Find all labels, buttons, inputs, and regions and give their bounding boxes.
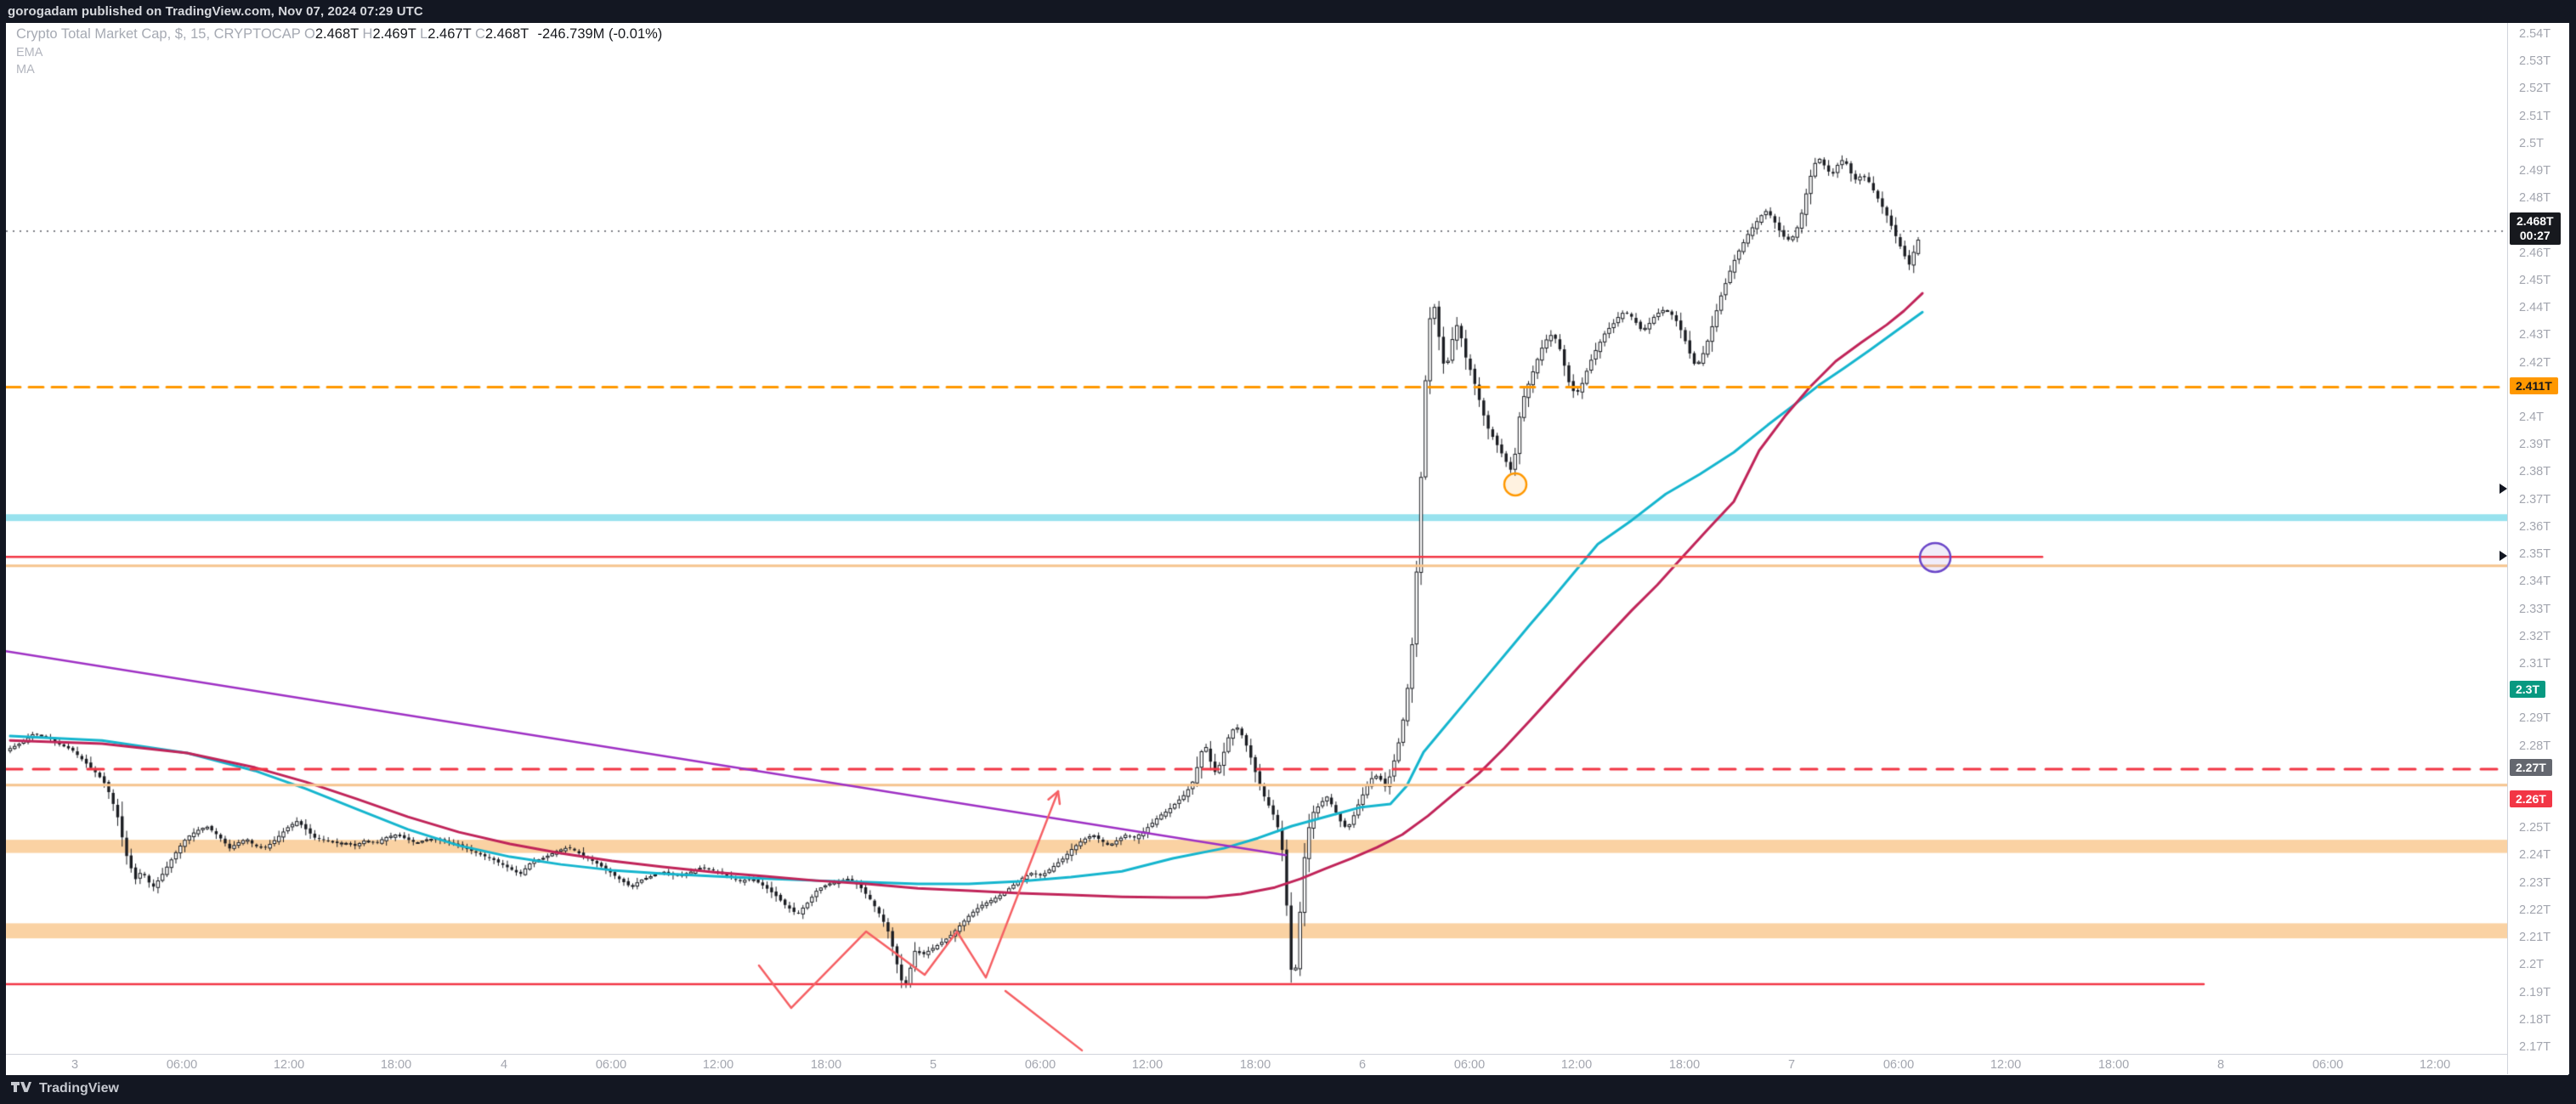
price-tick: 2.45T bbox=[2519, 273, 2551, 287]
price-tick: 2.25T bbox=[2519, 821, 2551, 835]
time-tick: 6 bbox=[1358, 1058, 1367, 1072]
price-tick: 2.23T bbox=[2519, 875, 2551, 890]
price-tick: 2.29T bbox=[2519, 711, 2551, 726]
price-tick: 2.49T bbox=[2519, 164, 2551, 178]
price-marker-arrow-icon bbox=[2500, 483, 2507, 494]
change-value: -246.739M (-0.01%) bbox=[537, 26, 663, 42]
price-tick: 2.39T bbox=[2519, 438, 2551, 452]
indicator-ema-label[interactable]: EMA bbox=[16, 46, 43, 59]
red-price-label: 2.26T bbox=[2510, 790, 2552, 808]
price-tick: 2.34T bbox=[2519, 575, 2551, 589]
time-tick: 12:00 bbox=[273, 1058, 305, 1072]
time-tick: 06:00 bbox=[1453, 1058, 1486, 1072]
current-price-label: 2.468T 00:27 bbox=[2510, 212, 2561, 245]
price-tick: 2.38T bbox=[2519, 465, 2551, 479]
ohlc-key: H bbox=[358, 26, 373, 42]
price-tick: 2.18T bbox=[2519, 1012, 2551, 1027]
time-axis[interactable]: 3 06:00 12:00 18:00 4 06:00 12:00 18:00 5 06:00 12… bbox=[6, 1054, 2568, 1075]
price-tick: 2.33T bbox=[2519, 602, 2551, 616]
price-tick: 2.19T bbox=[2519, 985, 2551, 999]
time-tick: 18:00 bbox=[1668, 1058, 1701, 1072]
ohlc-values: O2.468T H2.469T L2.467T C2.468T bbox=[304, 26, 529, 42]
chart-legend: Crypto Total Market Cap, $, 15, CRYPTOCA… bbox=[16, 26, 662, 76]
time-tick: 18:00 bbox=[2098, 1058, 2130, 1072]
price-tick: 2.51T bbox=[2519, 109, 2551, 123]
price-tick: 2.43T bbox=[2519, 328, 2551, 343]
time-tick: 12:00 bbox=[1131, 1058, 1163, 1072]
ohlc-value: 2.468T bbox=[484, 26, 529, 42]
time-tick: 06:00 bbox=[1024, 1058, 1056, 1072]
price-tick: 2.22T bbox=[2519, 903, 2551, 917]
ohlc-value: 2.469T bbox=[372, 26, 416, 42]
price-tick: 2.35T bbox=[2519, 547, 2551, 562]
tradingview-logo-icon bbox=[11, 1081, 31, 1092]
price-tick: 2.52T bbox=[2519, 82, 2551, 96]
publish-info-bar: gorogadam published on TradingView.com, … bbox=[0, 0, 2576, 23]
time-tick: 4 bbox=[500, 1058, 508, 1072]
price-tick: 2.46T bbox=[2519, 246, 2551, 260]
indicator-ma-label[interactable]: MA bbox=[16, 63, 35, 76]
price-tick: 2.4T bbox=[2519, 410, 2545, 425]
left-frame-strip bbox=[0, 0, 6, 1104]
publish-info-text: gorogadam published on TradingView.com, … bbox=[8, 4, 423, 19]
time-tick: 18:00 bbox=[380, 1058, 412, 1072]
time-tick: 12:00 bbox=[1990, 1058, 2022, 1072]
ohlc-value: 2.467T bbox=[427, 26, 472, 42]
price-tick: 2.28T bbox=[2519, 739, 2551, 753]
time-tick: 8 bbox=[2216, 1058, 2225, 1072]
ohlc-value: 2.468T bbox=[314, 26, 359, 42]
price-tick: 2.54T bbox=[2519, 27, 2551, 41]
time-tick: 06:00 bbox=[1882, 1058, 1915, 1072]
price-tick: 2.36T bbox=[2519, 519, 2551, 534]
time-tick: 06:00 bbox=[2312, 1058, 2344, 1072]
price-tick: 2.42T bbox=[2519, 355, 2551, 370]
time-tick: 12:00 bbox=[702, 1058, 734, 1072]
price-tick: 2.44T bbox=[2519, 301, 2551, 315]
price-tick: 2.5T bbox=[2519, 136, 2545, 150]
time-tick: 3 bbox=[71, 1058, 79, 1072]
price-tick: 2.24T bbox=[2519, 848, 2551, 863]
symbol-title: Crypto Total Market Cap, $, 15, CRYPTOCA… bbox=[16, 26, 301, 42]
right-frame-strip bbox=[2568, 0, 2576, 1104]
ohlc-key: L bbox=[416, 26, 428, 42]
time-tick: 06:00 bbox=[595, 1058, 627, 1072]
time-tick: 5 bbox=[929, 1058, 937, 1072]
price-tick: 2.17T bbox=[2519, 1040, 2551, 1054]
price-tick: 2.32T bbox=[2519, 629, 2551, 643]
price-marker-arrow-icon bbox=[2500, 551, 2507, 562]
time-tick: 06:00 bbox=[166, 1058, 198, 1072]
price-tick: 2.31T bbox=[2519, 656, 2551, 671]
price-tick: 2.21T bbox=[2519, 931, 2551, 945]
tradingview-logo[interactable]: TradingView bbox=[11, 1081, 119, 1096]
time-tick: 12:00 bbox=[1560, 1058, 1593, 1072]
time-tick: 7 bbox=[1787, 1058, 1796, 1072]
tradingview-logo-text: TradingView bbox=[39, 1081, 119, 1096]
orange-line-price-label: 2.411T bbox=[2510, 376, 2558, 394]
price-tick: 2.48T bbox=[2519, 191, 2551, 206]
price-chart-canvas[interactable] bbox=[6, 23, 2507, 1054]
ohlc-key: C bbox=[471, 26, 485, 42]
price-axis[interactable]: 2.54T 2.53T 2.52T 2.51T 2.5T 2.49T 2.48T 2.46T 2… bbox=[2507, 23, 2569, 1074]
time-tick: 12:00 bbox=[2419, 1058, 2451, 1072]
price-tick: 2.53T bbox=[2519, 54, 2551, 69]
legend-symbol-row[interactable]: Crypto Total Market Cap, $, 15, CRYPTOCA… bbox=[16, 26, 662, 42]
footer-bar bbox=[0, 1074, 2576, 1104]
gray-price-label: 2.27T bbox=[2510, 759, 2552, 776]
ohlc-key: O bbox=[304, 26, 315, 42]
teal-price-label: 2.3T bbox=[2510, 681, 2546, 699]
price-tick: 2.37T bbox=[2519, 492, 2551, 507]
time-tick: 18:00 bbox=[1239, 1058, 1271, 1072]
price-tick: 2.2T bbox=[2519, 958, 2545, 972]
time-tick: 18:00 bbox=[810, 1058, 842, 1072]
